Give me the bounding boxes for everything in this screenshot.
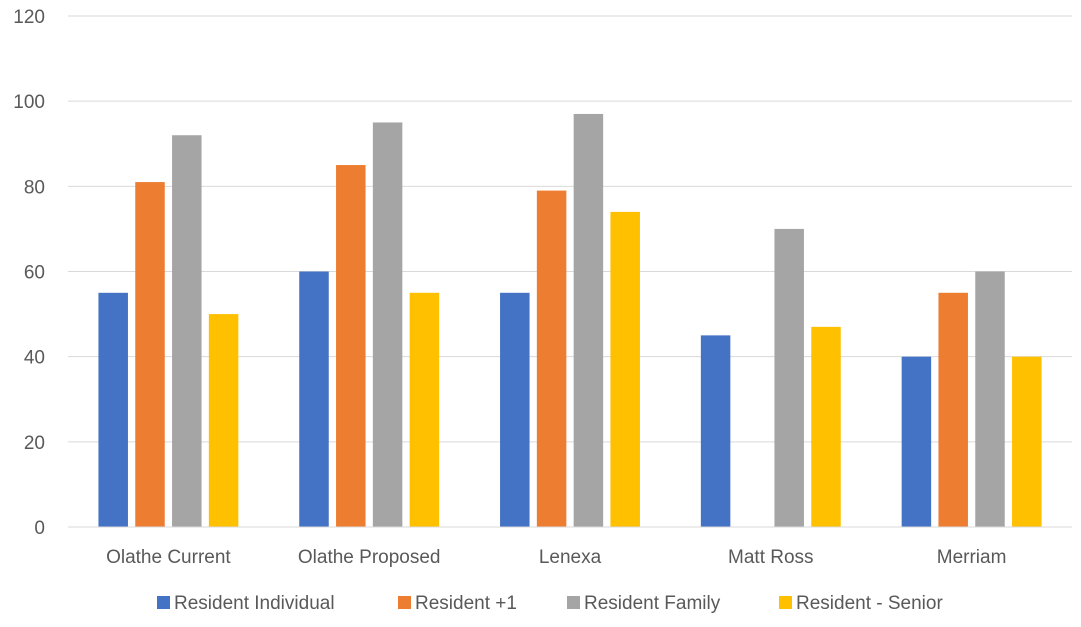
bar bbox=[700, 335, 731, 527]
bar bbox=[938, 292, 968, 527]
y-tick-label: 80 bbox=[24, 177, 45, 198]
legend-label: Resident - Senior bbox=[796, 593, 943, 614]
bar bbox=[536, 190, 567, 527]
legend-item: Resident +1 bbox=[398, 593, 517, 614]
y-axis-tick-labels: 0 20 40 60 80 100 120 bbox=[13, 7, 45, 539]
bar bbox=[610, 211, 640, 527]
x-tick-label: Merriam bbox=[937, 547, 1007, 568]
bar bbox=[208, 314, 239, 527]
bar bbox=[98, 292, 128, 527]
x-tick-label: Lenexa bbox=[539, 547, 602, 568]
y-tick-label: 120 bbox=[13, 7, 45, 28]
y-tick-label: 20 bbox=[24, 433, 45, 454]
bar bbox=[1012, 356, 1042, 527]
x-tick-label: Olathe Current bbox=[106, 547, 231, 568]
legend-item: Resident Individual bbox=[157, 593, 335, 614]
legend-item: Resident - Senior bbox=[779, 593, 943, 614]
legend-swatch bbox=[567, 596, 580, 609]
bar bbox=[774, 228, 804, 527]
bar bbox=[573, 113, 604, 528]
bar bbox=[135, 182, 165, 527]
y-tick-label: 100 bbox=[13, 92, 45, 113]
legend-label: Resident +1 bbox=[415, 593, 517, 614]
y-tick-label: 40 bbox=[24, 348, 45, 369]
legend: Resident Individual Resident +1 Resident F… bbox=[157, 593, 943, 614]
legend-swatch bbox=[157, 596, 170, 609]
legend-label: Resident Individual bbox=[174, 593, 335, 614]
bar bbox=[409, 292, 440, 527]
bar bbox=[901, 356, 932, 527]
bar bbox=[336, 165, 366, 527]
bar bbox=[299, 271, 329, 527]
legend-swatch bbox=[398, 596, 411, 609]
y-tick-label: 0 bbox=[34, 518, 45, 539]
y-tick-label: 60 bbox=[24, 263, 45, 284]
bar bbox=[372, 122, 403, 527]
x-axis-category-labels: Olathe Current Olathe Proposed Lenexa Matt … bbox=[106, 547, 1006, 568]
x-tick-label: Matt Ross bbox=[728, 547, 814, 568]
x-tick-label: Olathe Proposed bbox=[298, 547, 441, 568]
bar bbox=[975, 271, 1005, 527]
legend-swatch bbox=[779, 596, 792, 609]
bar bbox=[172, 135, 202, 527]
legend-label: Resident Family bbox=[584, 593, 721, 614]
legend-item: Resident Family bbox=[567, 593, 721, 614]
bar bbox=[811, 326, 841, 527]
bars bbox=[98, 113, 1042, 528]
bar bbox=[500, 292, 530, 527]
